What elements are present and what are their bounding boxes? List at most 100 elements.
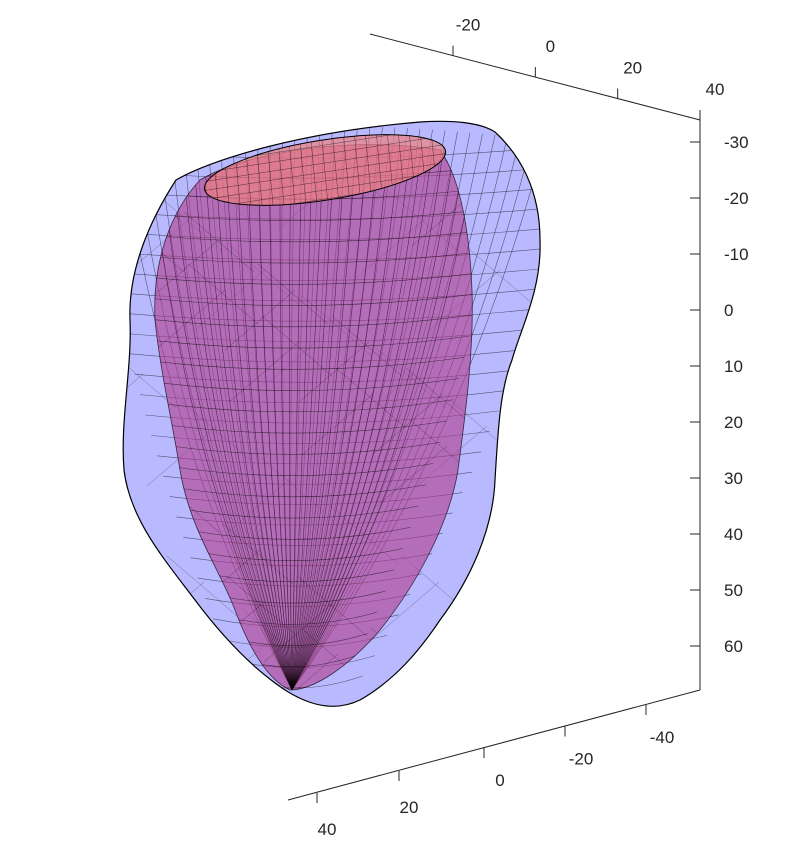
top-axis-tick-label: 20: [623, 59, 642, 78]
mesh-line: [335, 367, 407, 429]
vertical-axis-tick-label: 50: [724, 581, 743, 600]
mesh-line: [177, 463, 434, 476]
mesh-line: [291, 155, 443, 690]
mesh-line: [123, 347, 177, 409]
mesh-line: [77, 186, 147, 246]
mesh-line: [291, 148, 378, 690]
bottom-right-axis-tick-label: -20: [569, 750, 594, 769]
mesh-line: [261, 315, 333, 377]
mesh-line: [226, 575, 298, 637]
mesh-line: [368, 581, 440, 643]
bottom-right-axis-tick-label: -40: [650, 728, 675, 747]
mesh-line: [167, 420, 447, 434]
mesh-line: [291, 145, 313, 690]
mesh-line: [154, 208, 473, 221]
bottom-right-axis-tick-label: 0: [495, 771, 504, 790]
mesh-line: [166, 555, 238, 617]
mesh-line: [372, 393, 444, 455]
mesh-line: [263, 601, 335, 663]
mesh-line: [160, 158, 293, 690]
bottom-left-axis-line: [287, 769, 401, 801]
mesh-line: [291, 150, 400, 690]
mesh-line: [536, 295, 541, 357]
mesh-line: [291, 152, 422, 690]
mesh-line: [224, 289, 296, 351]
bottom-left-axis-tick-label: 20: [400, 798, 419, 817]
mesh-line: [199, 142, 451, 184]
inner-surface-edge: [154, 144, 473, 691]
bottom-left-axis-tick-label: 40: [318, 820, 337, 839]
mesh-line: [291, 157, 454, 690]
mesh-line: [199, 169, 451, 211]
vertical-axis-tick-label: 40: [724, 525, 743, 544]
vertical-axis-tick-label: -30: [724, 133, 749, 152]
mesh-line: [462, 243, 534, 305]
mesh-line: [183, 484, 427, 498]
mesh-line: [291, 146, 324, 690]
mesh-line: [154, 250, 473, 264]
mesh-line: [221, 611, 377, 625]
mesh-line: [47, 166, 117, 226]
inner-surface: [42, 144, 473, 691]
mesh-line: [199, 133, 451, 175]
mesh-line: [154, 335, 470, 349]
vertical-axis-tick-label: -20: [724, 189, 749, 208]
outer-surface-edge: [122, 120, 541, 707]
mesh-line: [183, 211, 255, 273]
mesh-line: [46, 498, 116, 558]
mesh-line: [523, 451, 541, 513]
axes: -20 0 20 40 -30 -20 -10 0 10 20 30 40 50 60 -40 -20 0 20 4…: [287, 16, 749, 839]
mesh-line: [154, 237, 222, 299]
tick-layer: -20 0 20 40 -30 -20 -10 0 10 20 30 40 50 60 -40 -20 0 20 4…: [316, 16, 749, 839]
mesh-line: [172, 441, 441, 455]
mesh-line: [154, 211, 185, 273]
mesh-line: [291, 159, 473, 690]
top-axis-tick-label: -20: [456, 16, 481, 35]
mesh-line: [162, 399, 454, 413]
mesh-line: [298, 129, 308, 216]
bottom-right-axis-line: [399, 689, 701, 771]
mesh-line: [214, 151, 293, 690]
mesh-line: [154, 293, 473, 306]
mesh-line: [195, 526, 411, 540]
mesh-line: [257, 263, 329, 325]
mesh-line: [475, 607, 541, 669]
mesh-line: [302, 393, 374, 455]
vertical-axis-tick-label: 60: [724, 637, 743, 656]
mesh-line: [157, 378, 459, 391]
top-axis-tick-label: 0: [546, 37, 555, 56]
mesh-line: [291, 158, 465, 690]
mesh-line: [199, 151, 451, 193]
mesh-line: [154, 289, 226, 351]
mesh-line: [291, 149, 389, 690]
mesh-line: [228, 341, 300, 403]
mesh-line: [154, 229, 473, 243]
mesh-line: [222, 523, 294, 585]
vertical-axis-tick-label: 30: [724, 469, 743, 488]
mesh-line: [208, 569, 395, 583]
mesh-line: [490, 477, 541, 539]
mesh-line: [154, 314, 473, 328]
mesh-line: [291, 154, 432, 690]
mesh-line: [123, 373, 144, 435]
mesh-line: [193, 154, 293, 690]
mesh-line: [42, 446, 112, 506]
mesh-line: [331, 315, 403, 377]
vertical-axis-tick-label: 0: [724, 301, 733, 320]
mesh-line: [236, 149, 293, 690]
mesh-line: [203, 152, 293, 690]
mesh-line: [182, 155, 293, 690]
mesh-line: [199, 160, 451, 202]
mesh-line: [123, 139, 151, 201]
mesh-line: [296, 575, 368, 637]
mesh-line: [123, 529, 131, 591]
mesh-line: [309, 129, 319, 216]
mesh-line: [187, 263, 259, 325]
mesh-line: [376, 445, 448, 507]
vertical-axis-tick-label: 20: [724, 413, 743, 432]
mesh-line: [133, 581, 205, 643]
mesh-line: [189, 505, 419, 519]
mesh-line: [214, 590, 386, 604]
mesh-line: [201, 548, 403, 561]
